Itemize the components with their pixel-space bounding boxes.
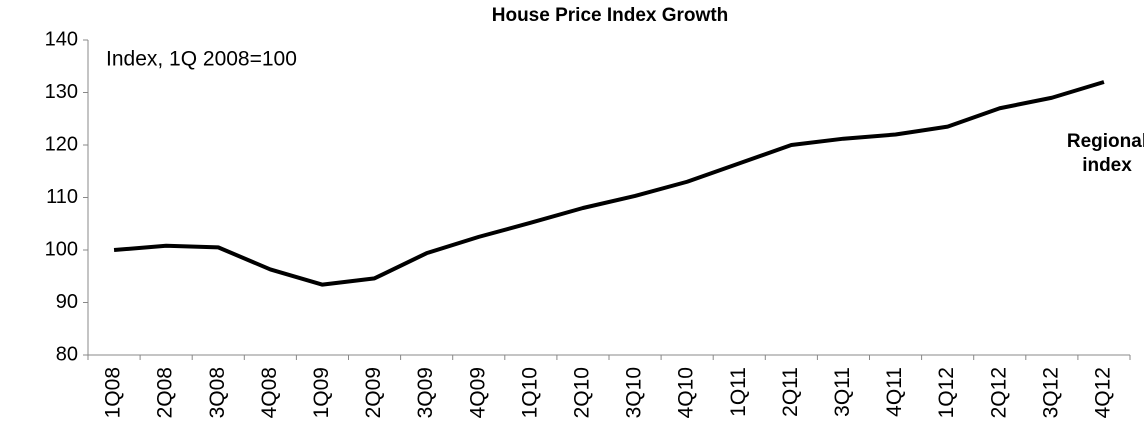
y-tick-label: 110 [46, 186, 78, 208]
x-tick-label: 2Q11 [779, 367, 802, 417]
x-tick-label: 4Q10 [675, 367, 698, 418]
x-tick-label: 1Q09 [310, 367, 333, 418]
x-tick-label: 3Q11 [831, 367, 854, 417]
x-tick-label: 1Q12 [935, 367, 958, 418]
y-tick-label: 130 [45, 81, 78, 103]
x-tick-label: 1Q11 [727, 367, 750, 417]
chart-title: House Price Index Growth [492, 5, 729, 26]
y-tick-label: 80 [56, 343, 78, 365]
y-tick-label: 120 [45, 133, 78, 155]
subtitle: Index, 1Q 2008=100 [106, 48, 297, 71]
x-tick-label: 1Q08 [102, 367, 125, 418]
x-tick-label: 3Q10 [623, 367, 646, 418]
x-tick-label: 4Q09 [466, 367, 489, 418]
x-tick-label: 2Q08 [154, 367, 177, 418]
x-tick-label: 4Q11 [883, 367, 906, 417]
x-tick-label: 3Q09 [414, 367, 437, 418]
series-label: Regional index [1066, 131, 1144, 176]
x-tick-label: 4Q12 [1091, 367, 1114, 418]
x-tick-label: 2Q10 [570, 367, 593, 418]
x-tick-label: 3Q08 [206, 367, 229, 418]
y-tick-label: 90 [56, 291, 78, 313]
line [113, 80, 1105, 287]
x-tick-label: 3Q12 [1039, 367, 1062, 418]
x-tick-label: 1Q10 [518, 367, 541, 418]
x-tick-label: 4Q08 [258, 367, 281, 418]
y-tick-label: 100 [45, 238, 78, 260]
y-tick-label: 140 [45, 28, 78, 50]
x-tick-label: 2Q09 [362, 367, 385, 418]
x-tick-label: 2Q12 [987, 367, 1010, 418]
